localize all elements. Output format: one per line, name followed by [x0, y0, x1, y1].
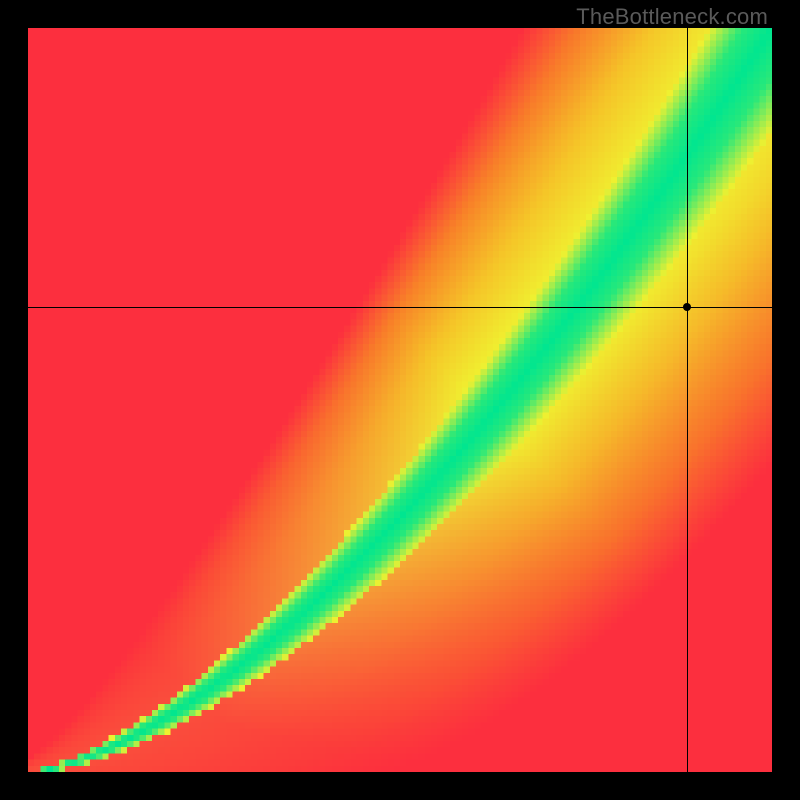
- bottleneck-heatmap: [28, 28, 772, 772]
- crosshair-vertical: [687, 28, 688, 772]
- watermark-text: TheBottleneck.com: [576, 4, 768, 30]
- crosshair-horizontal: [28, 307, 772, 308]
- crosshair-marker: [683, 303, 691, 311]
- heatmap-canvas: [28, 28, 772, 772]
